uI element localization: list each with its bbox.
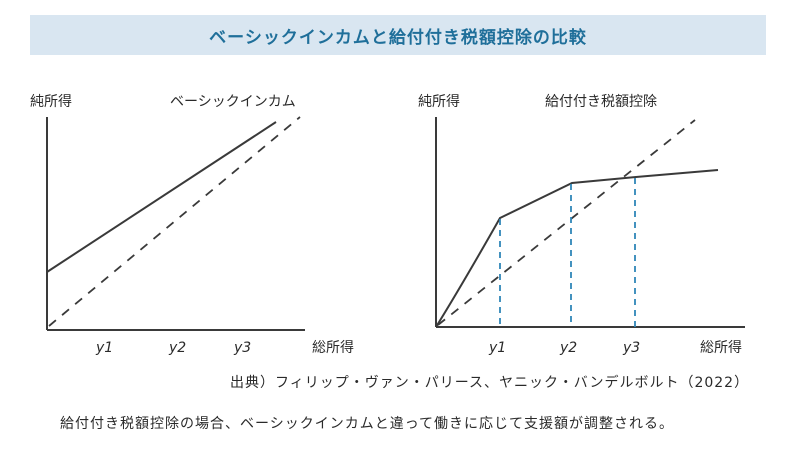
left-tick-y2: y2 — [168, 340, 186, 356]
page-title: ベーシックインカムと給付付き税額控除の比較 — [209, 27, 587, 48]
left-45deg-dashed-line — [48, 116, 301, 327]
left-tick-y3: y3 — [233, 340, 251, 356]
right-chart: 純所得 給付付き税額控除 y1 y2 y3 総所得 — [418, 93, 745, 356]
left-tick-y1: y1 — [95, 340, 113, 356]
caption: 給付付き税額控除の場合、ベーシックインカムと違って働きに応じて支援額が調整される… — [60, 416, 675, 432]
left-basic-income-line — [46, 121, 277, 273]
right-45deg-dashed-line — [437, 119, 696, 326]
source-citation: 出典）フィリップ・ヴァン・パリース、ヤニック・バンデルボルト（2022） — [230, 375, 750, 391]
left-ylabel: 純所得 — [30, 93, 72, 110]
right-xlabel: 総所得 — [700, 339, 742, 356]
left-chart: 純所得 ベーシックインカム y1 y2 y3 総所得 — [30, 93, 354, 356]
right-tick-y1: y1 — [488, 340, 506, 356]
left-chart-title: ベーシックインカム — [170, 94, 296, 110]
title-banner: ベーシックインカムと給付付き税額控除の比較 — [30, 15, 766, 55]
right-chart-title: 給付付き税額控除 — [545, 94, 657, 110]
right-tick-y2: y2 — [559, 340, 577, 356]
left-xlabel: 総所得 — [312, 339, 354, 356]
right-tick-y3: y3 — [622, 340, 640, 356]
right-ylabel: 純所得 — [418, 93, 460, 110]
right-tax-credit-curve — [435, 169, 719, 328]
